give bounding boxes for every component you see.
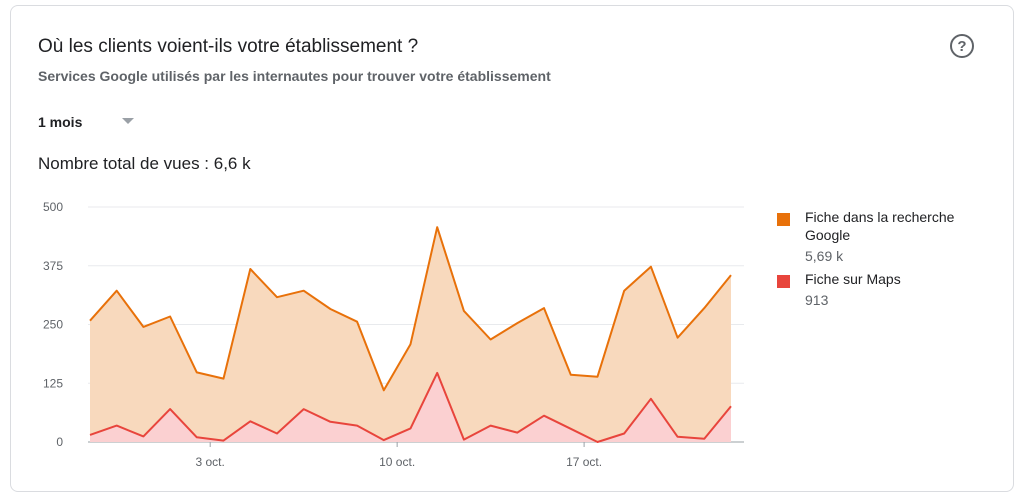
legend-label: Fiche dans la recherche Google (805, 209, 955, 243)
legend-value: 913 (805, 292, 829, 308)
legend-value: 5,69 k (805, 248, 844, 264)
dropdown-arrow-icon (122, 118, 134, 124)
x-tick-label: 17 oct. (566, 455, 602, 469)
views-card: Où les clients voient-ils votre établiss… (10, 5, 1014, 492)
y-tick-label: 500 (43, 200, 63, 214)
y-tick-label: 375 (43, 259, 63, 273)
y-tick-label: 0 (56, 435, 63, 449)
chart-legend: Fiche dans la recherche Google 5,69 k Fi… (777, 208, 997, 314)
total-views: Nombre total de vues : 6,6 k (38, 154, 251, 173)
legend-item-search[interactable]: Fiche dans la recherche Google 5,69 k (777, 208, 997, 266)
series-area-1 (90, 372, 731, 442)
y-tick-label: 250 (43, 318, 63, 332)
legend-swatch-search (777, 213, 790, 226)
legend-swatch-maps (777, 275, 790, 288)
period-selected: 1 mois (38, 114, 83, 130)
help-circle-icon[interactable]: ? (950, 34, 974, 58)
card-title: Où les clients voient-ils votre établiss… (38, 36, 419, 57)
x-tick-label: 10 oct. (379, 455, 415, 469)
help-glyph: ? (957, 37, 967, 55)
views-area-chart: 500 375 250 125 0 3 oct. 10 oct. 17 oct. (43, 200, 744, 469)
y-tick-label: 125 (43, 376, 63, 390)
series-area-0 (90, 227, 731, 442)
series-line-1 (89, 371, 732, 443)
x-tick-label: 3 oct. (196, 455, 225, 469)
card-subtitle: Services Google utilisés par les interna… (38, 68, 551, 84)
period-dropdown[interactable]: 1 mois (38, 110, 148, 134)
series-line-0 (89, 226, 732, 392)
legend-label: Fiche sur Maps (805, 271, 901, 287)
legend-item-maps[interactable]: Fiche sur Maps 913 (777, 270, 997, 310)
